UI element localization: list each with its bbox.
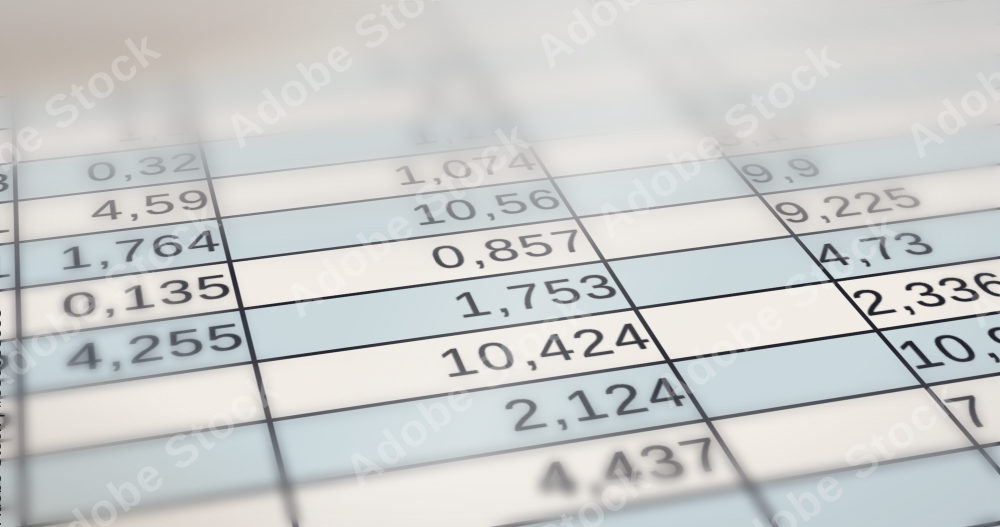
watermark-id-label: Adobe Stock | #586085558 bbox=[0, 308, 5, 525]
